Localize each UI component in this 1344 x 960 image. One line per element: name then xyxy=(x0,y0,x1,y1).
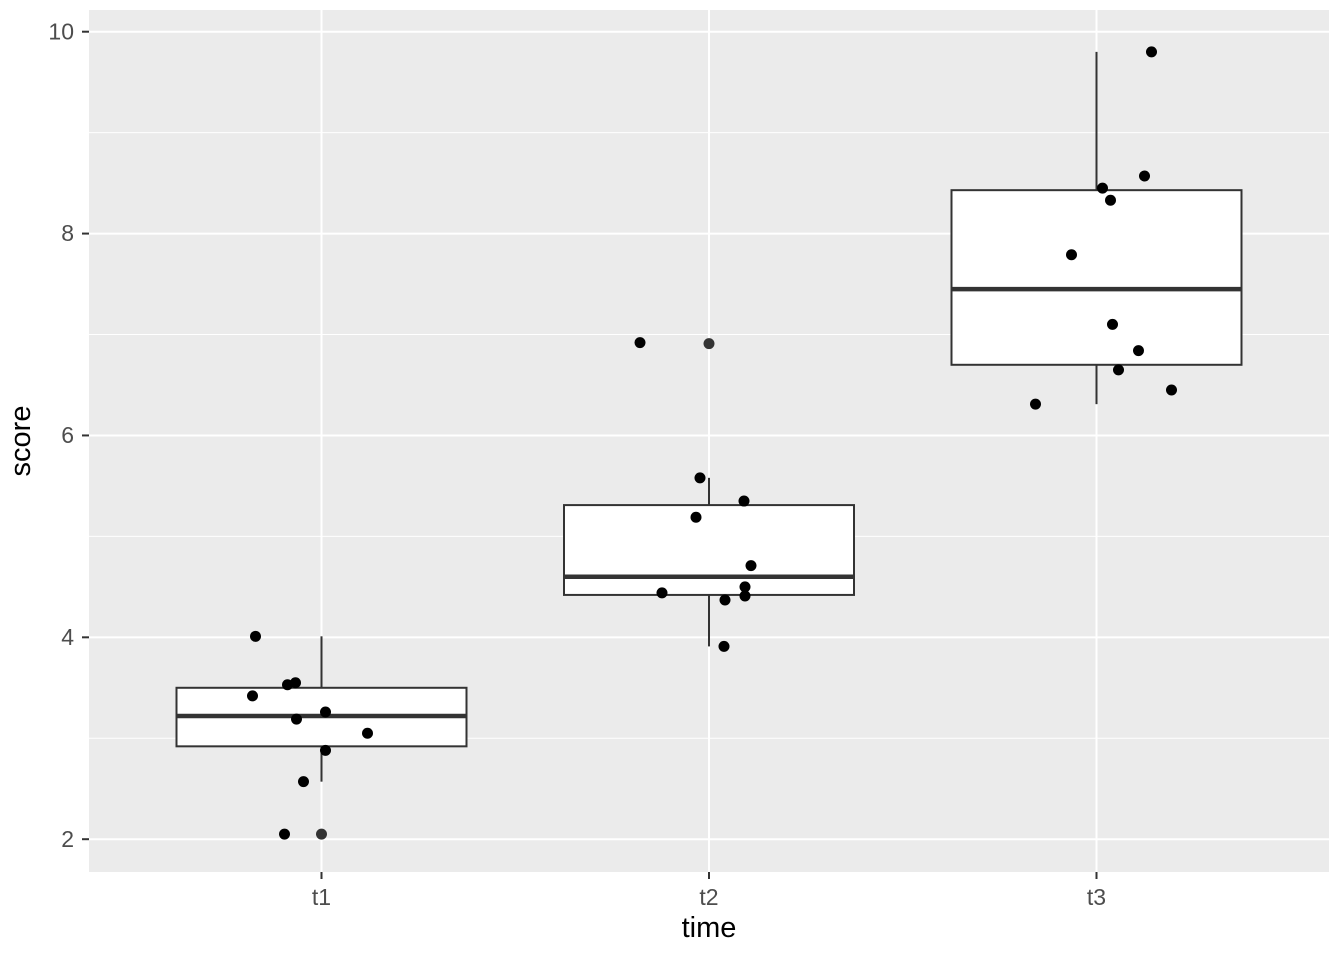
jitter-point xyxy=(282,679,293,691)
jitter-point xyxy=(718,640,730,652)
boxplot-group-t2 xyxy=(563,337,855,652)
jitter-point xyxy=(739,581,751,593)
jitter-point xyxy=(1097,182,1108,194)
x-axis-title: time xyxy=(682,912,737,944)
jitter-point xyxy=(291,713,302,725)
x-tick-label: t1 xyxy=(312,884,331,910)
outlier-point xyxy=(703,338,715,350)
jitter-point xyxy=(1113,364,1124,376)
jitter-point xyxy=(656,587,668,599)
jitter-point xyxy=(739,590,751,602)
x-tick-label: t3 xyxy=(1087,884,1106,910)
chart-plot-area: 2 4 6 8 10 t1 t2 t3 xyxy=(48,10,1329,910)
y-tick-label: 10 xyxy=(48,18,74,44)
boxplot-group-t3 xyxy=(950,46,1243,410)
y-tick-label: 4 xyxy=(61,624,74,650)
jitter-point xyxy=(1030,398,1041,410)
jitter-point xyxy=(634,337,646,349)
jitter-point xyxy=(250,630,261,642)
jitter-point xyxy=(320,744,331,756)
y-tick-label: 2 xyxy=(61,826,74,852)
jitter-point xyxy=(694,472,706,484)
jitter-point xyxy=(279,828,290,840)
y-axis-title: score xyxy=(5,406,37,477)
jitter-point xyxy=(1107,318,1118,330)
boxplot-group-t1 xyxy=(175,630,468,840)
jitter-point xyxy=(247,690,258,702)
iqr-box-t2 xyxy=(563,504,855,596)
y-tick-label: 6 xyxy=(61,422,74,448)
jitter-point xyxy=(738,495,750,507)
jitter-point xyxy=(298,776,309,788)
jitter-point xyxy=(1146,46,1157,58)
jitter-point xyxy=(690,511,702,523)
jitter-point xyxy=(745,560,757,572)
jitter-point xyxy=(719,594,731,606)
outlier-point xyxy=(316,828,327,840)
iqr-box-t3 xyxy=(950,189,1243,366)
jitter-point xyxy=(1166,384,1177,396)
y-tick-label: 8 xyxy=(61,220,74,246)
jitter-point xyxy=(320,706,331,718)
x-tick-label: t2 xyxy=(699,884,718,910)
jitter-point xyxy=(1133,345,1144,357)
jitter-point xyxy=(1066,249,1077,261)
jitter-point xyxy=(1139,170,1150,182)
jitter-point xyxy=(362,727,373,739)
jitter-point xyxy=(1105,194,1116,206)
